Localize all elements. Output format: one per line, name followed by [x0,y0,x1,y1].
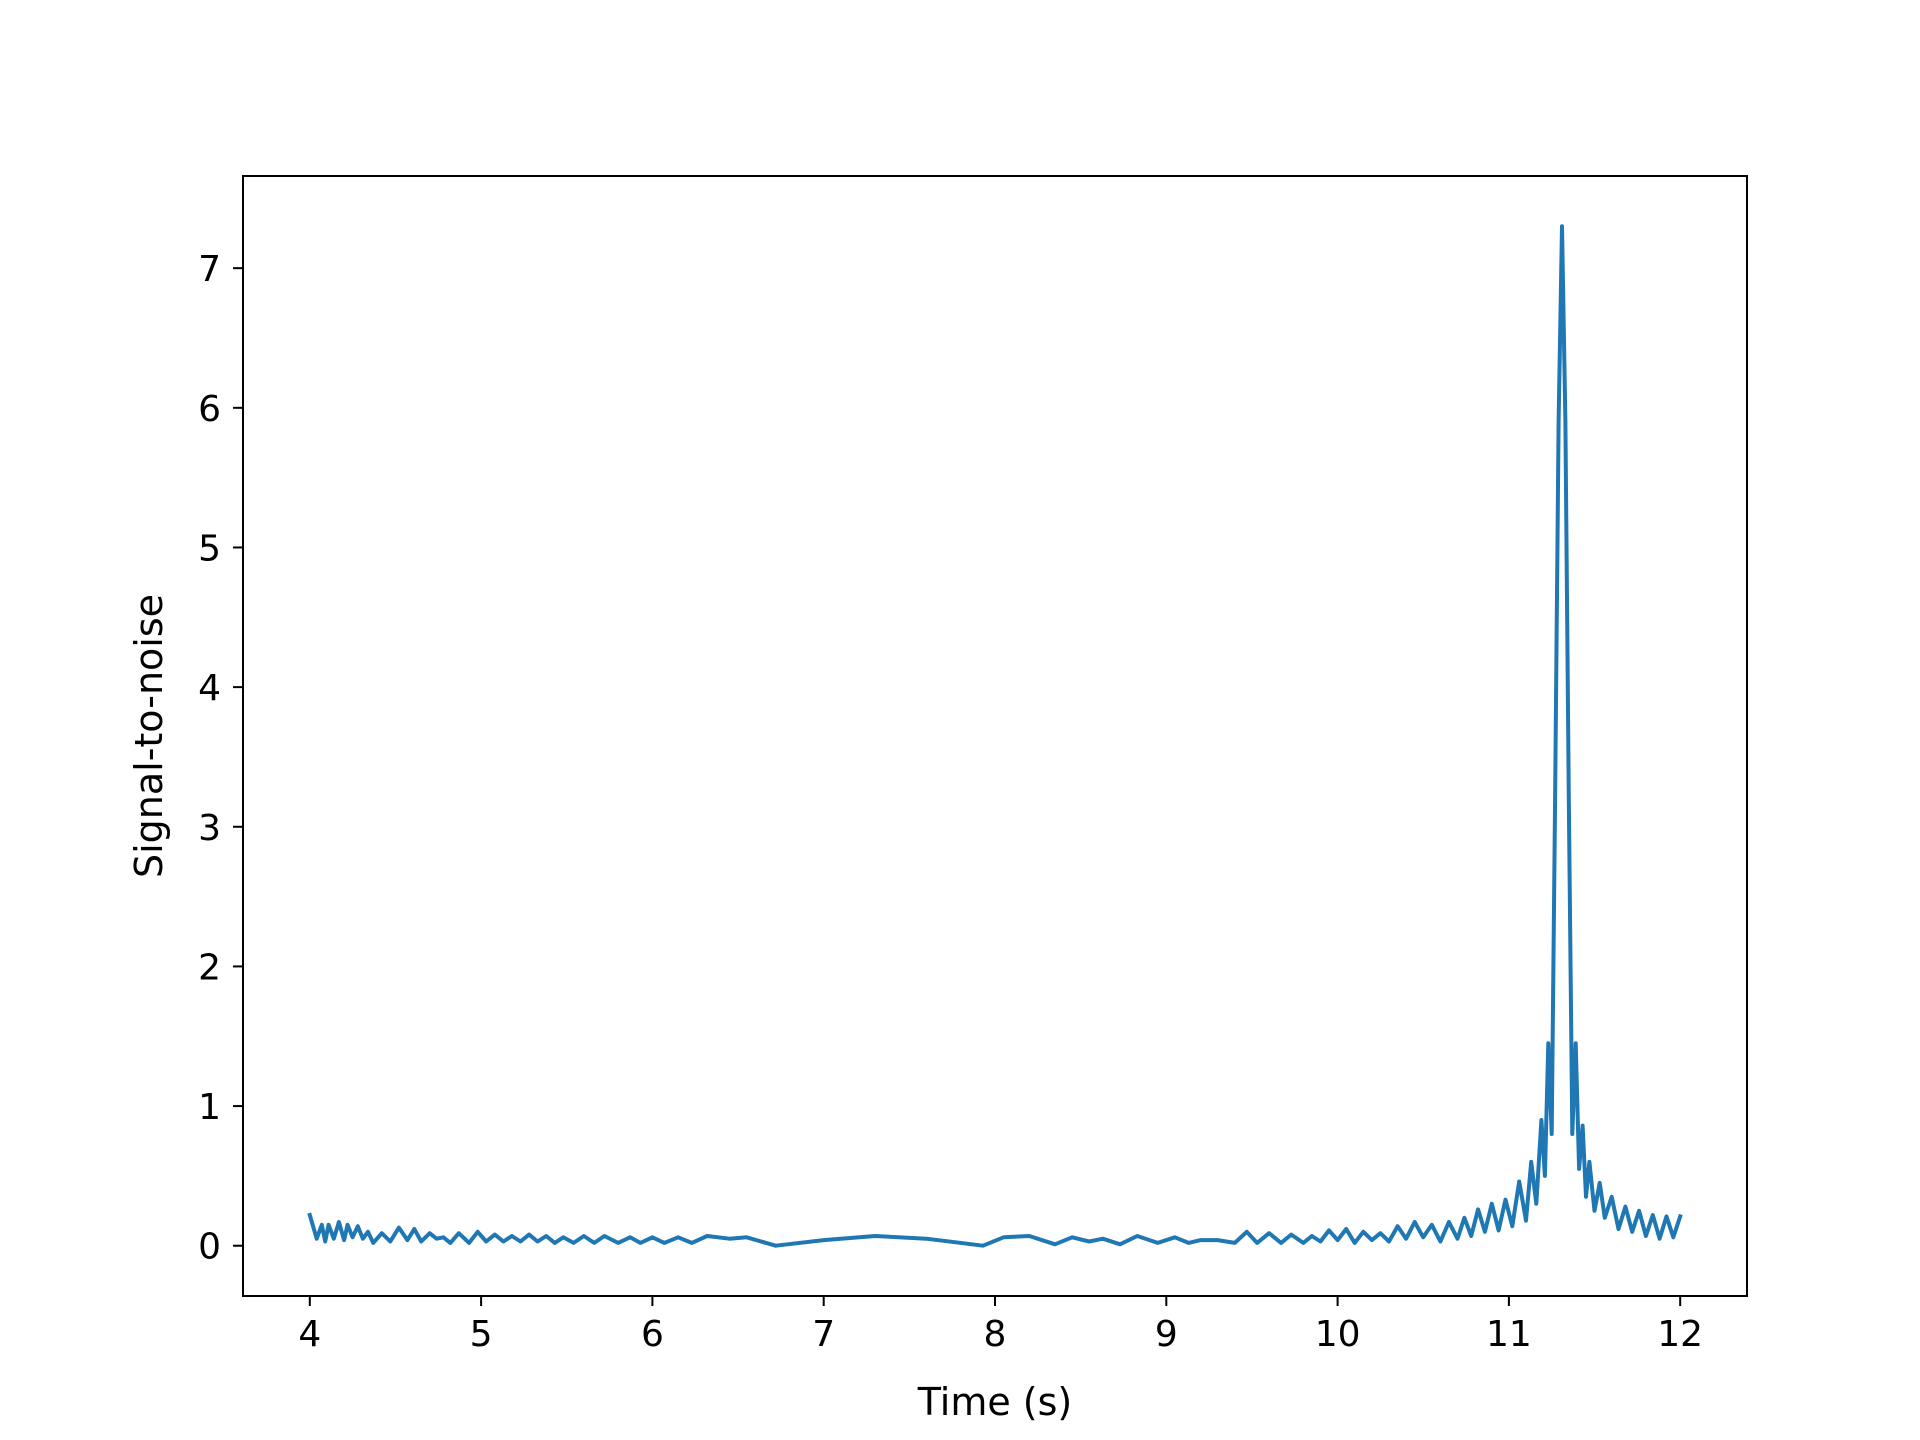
x-axis-label: Time (s) [917,1380,1073,1424]
x-axis-ticks: 4 5 6 7 8 9 10 11 12 [298,1296,1703,1355]
plot-area [243,176,1747,1296]
x-tick-label: 7 [812,1314,835,1355]
y-tick-label: 1 [198,1087,221,1128]
y-tick-label: 4 [198,668,221,709]
y-axis-label: Signal-to-noise [127,594,171,878]
y-tick-label: 6 [198,389,221,430]
y-axis-ticks: 0 1 2 3 4 5 6 7 [198,249,243,1268]
x-tick-label: 11 [1486,1314,1532,1355]
y-tick-label: 0 [198,1227,221,1268]
x-tick-label: 4 [298,1314,321,1355]
y-tick-label: 2 [198,947,221,988]
series-line [307,224,1683,1248]
x-tick-label: 5 [470,1314,493,1355]
x-tick-label: 10 [1315,1314,1361,1355]
plot-frame [242,175,1748,1297]
y-tick-label: 7 [198,249,221,290]
x-tick-label: 12 [1657,1314,1703,1355]
x-tick-label: 6 [641,1314,664,1355]
x-tick-label: 8 [984,1314,1007,1355]
x-tick-label: 9 [1155,1314,1178,1355]
y-tick-label: 5 [198,528,221,569]
y-tick-label: 3 [198,808,221,849]
